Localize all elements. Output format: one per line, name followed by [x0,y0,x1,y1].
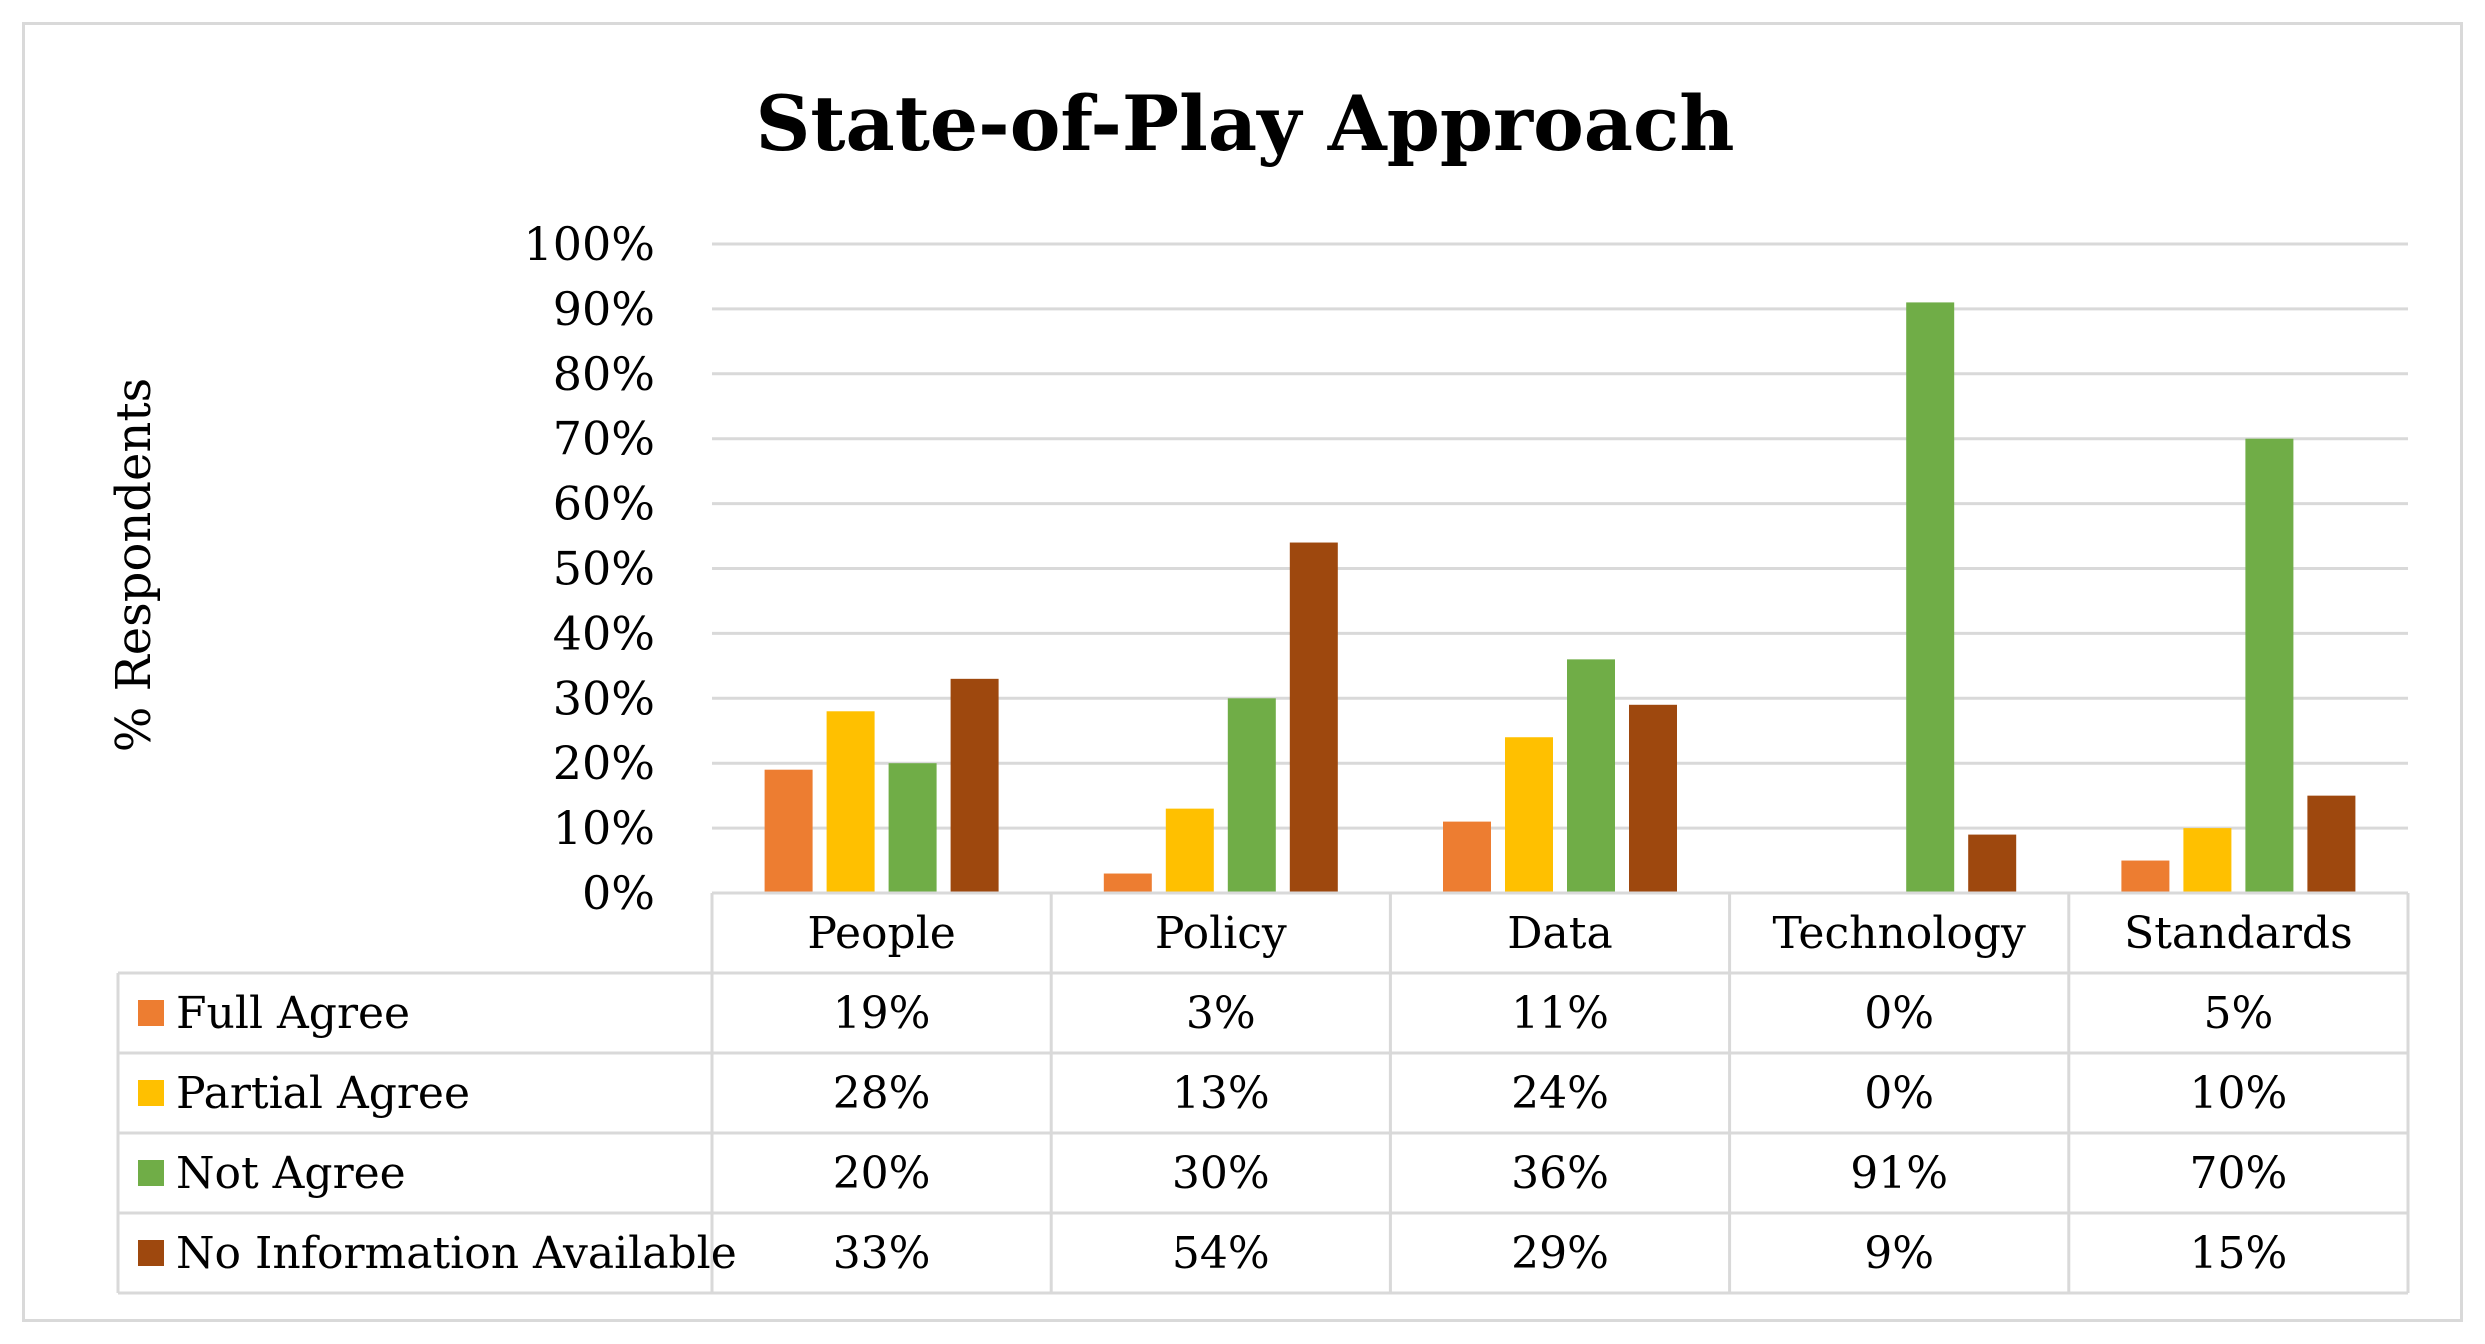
legend-swatch-3 [138,1240,164,1266]
y-tick-label: 20% [553,736,655,790]
bar-1-3 [1289,542,1338,893]
bar-0-2 [888,763,937,893]
table-cell-value: 13% [1172,1068,1270,1119]
y-tick-label: 10% [553,801,655,855]
y-tick-label: 0% [582,866,655,920]
table-cell-value: 54% [1172,1228,1270,1279]
table-cell-value: 28% [833,1068,931,1119]
table-cell-value: 30% [1172,1148,1270,1199]
bar-1-1 [1165,808,1214,893]
table-cell-value: 10% [2190,1068,2288,1119]
bar-0-0 [764,769,813,893]
bar-1-0 [1103,873,1152,893]
bar-0-3 [950,678,999,893]
legend-label-3: No Information Available [176,1228,737,1279]
bar-0-1 [826,711,875,893]
table-cell-value: 9% [1864,1228,1934,1279]
bar-4-3 [2307,795,2356,893]
y-tick-label: 60% [553,477,655,531]
bar-4-1 [2183,828,2232,893]
bar-2-0 [1443,821,1491,893]
table-cell-value: 0% [1864,1068,1934,1119]
bars [764,302,2356,893]
chart-title: State-of-Play Approach [755,79,1734,168]
x-category-label: Technology [1773,908,2027,959]
legend-label-0: Full Agree [176,988,410,1039]
table-cell-value: 70% [2190,1148,2288,1199]
table-cell-value: 15% [2190,1228,2288,1279]
y-tick-label: 80% [553,347,655,401]
bar-2-2 [1567,659,1615,893]
y-tick-label: 40% [553,606,655,660]
x-category-label: Policy [1155,908,1287,959]
table-cell-value: 91% [1850,1148,1948,1199]
table-cell-value: 5% [2203,988,2273,1039]
chart-frame [22,22,2463,1322]
y-tick-label: 30% [553,671,655,725]
x-category-label: Data [1507,908,1612,959]
data-table: People Policy Data Technology Standards Full … [116,891,2410,1295]
y-tick-label: 50% [553,542,655,596]
table-cell-value: 20% [833,1148,931,1199]
table-cell-value: 11% [1511,988,1609,1039]
bar-2-1 [1505,737,1553,893]
table-cell-value: 33% [833,1228,931,1279]
table-cell-value: 36% [1511,1148,1609,1199]
y-axis-label: % Respondents [106,378,162,753]
x-category-label: Standards [2124,908,2353,959]
table-cell-value: 3% [1186,988,1256,1039]
bar-1-2 [1227,698,1276,893]
legend-label-1: Partial Agree [176,1068,470,1119]
table-cell-value: 29% [1511,1228,1609,1279]
bar-4-0 [2121,860,2170,893]
x-category-label: People [807,908,955,959]
bar-3-2 [1906,302,1955,893]
y-tick-label: 100% [523,217,655,271]
legend-swatch-0 [138,1000,164,1026]
legend-swatch-1 [138,1080,164,1106]
bar-2-3 [1629,704,1677,893]
table-cell-value: 0% [1864,988,1934,1039]
y-tick-label: 70% [553,412,655,466]
table-cell-value: 19% [833,988,931,1039]
table-cell-value: 24% [1511,1068,1609,1119]
legend-swatch-2 [138,1160,164,1186]
bar-3-3 [1968,834,2017,893]
legend-label-2: Not Agree [176,1148,406,1199]
y-tick-label: 90% [553,282,655,336]
bar-4-2 [2245,438,2294,893]
y-tick-labels: 0% 10% 20% 30% 40% 50% 60% 70% 80% 90% 100% [523,217,655,920]
